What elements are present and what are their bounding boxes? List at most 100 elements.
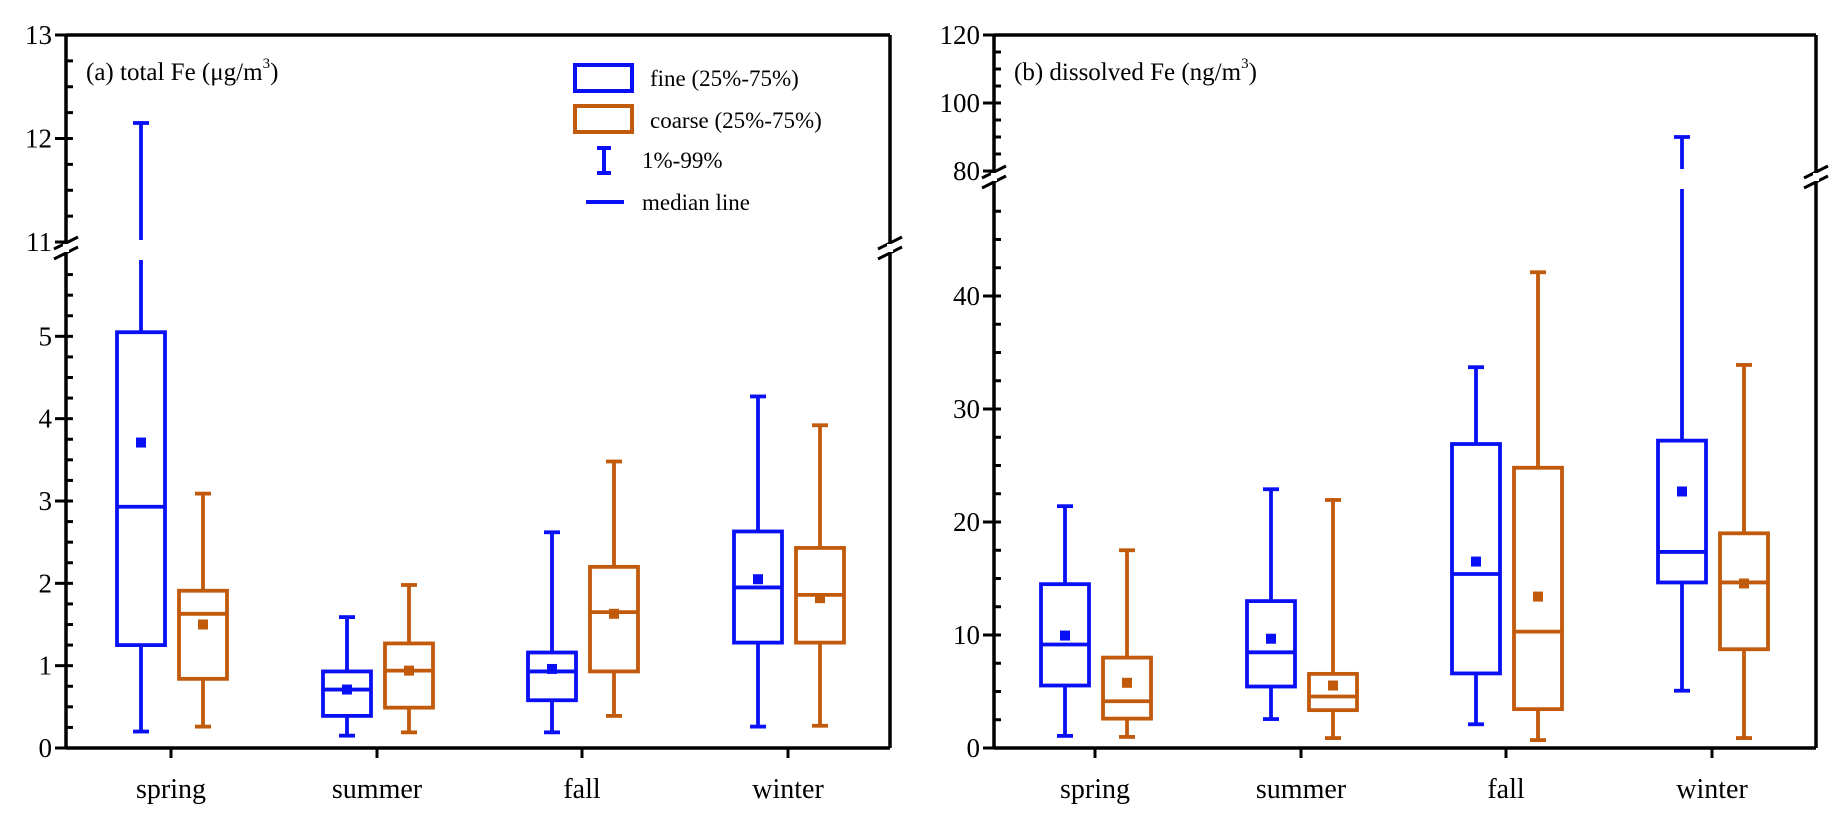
axis-break-mark [877, 245, 903, 261]
x-tick-label-spring: spring [1060, 774, 1130, 805]
y-tick-label: 3 [39, 486, 53, 516]
box-coarse-spring [1101, 548, 1153, 739]
y-tick-label: 100 [940, 88, 981, 118]
mean-marker [1677, 486, 1687, 497]
axis-break-gap [887, 244, 893, 252]
legend-coarse-swatch [573, 104, 634, 134]
legend-whisker-icon [597, 146, 611, 175]
panel-title-superscript: 3 [1241, 56, 1249, 72]
panel-title: (a) total Fe (μg/m3) [86, 56, 278, 86]
x-tick-label-spring: spring [136, 774, 206, 805]
y-tick-label: 120 [940, 20, 981, 50]
box-coarse-summer [383, 583, 435, 735]
box-coarse-winter [794, 423, 846, 728]
mean-marker [404, 665, 414, 676]
box-fine-fall [1450, 365, 1502, 727]
x-tick-label-fall: fall [1487, 774, 1525, 805]
box-fine-winter [1656, 135, 1708, 693]
y-tick-label: 11 [26, 227, 52, 257]
y-tick-label: 1 [39, 651, 53, 681]
axis-break-mark [877, 235, 903, 251]
box-coarse-fall [588, 459, 640, 718]
iqr-box [526, 650, 578, 703]
y-tick-label: 40 [953, 281, 980, 311]
axis-break-gap [991, 173, 997, 181]
mean-marker [136, 437, 146, 448]
y-tick-label: 0 [967, 733, 981, 763]
iqr-box [1307, 671, 1359, 713]
panel-title-text: (b) dissolved Fe (ng/m [1014, 59, 1242, 86]
axis-break-mark [1803, 164, 1829, 180]
axis-break-gap [1813, 173, 1819, 181]
mean-marker [198, 619, 208, 630]
mean-marker [1471, 556, 1481, 567]
iqr-box [383, 641, 435, 710]
axis-break-mark [53, 245, 79, 261]
y-ticks [55, 33, 73, 750]
legend-fine-swatch [573, 63, 634, 93]
legend-whisker-label: 1%-99% [642, 148, 722, 173]
y-tick-label: 2 [39, 568, 53, 598]
panel-title-text: (a) total Fe (μg/m [86, 59, 263, 86]
mean-marker [547, 663, 557, 674]
plot-frame [981, 33, 1829, 750]
box-fine-spring [115, 121, 167, 734]
box-coarse-summer [1307, 498, 1359, 740]
mean-marker [1122, 677, 1132, 688]
mean-marker [1328, 680, 1338, 691]
x-tick-label-summer: summer [1256, 774, 1347, 805]
box-fine-fall [526, 530, 578, 735]
iqr-box [1656, 438, 1708, 585]
iqr-box [177, 588, 229, 681]
iqr-box [1101, 655, 1153, 721]
box-coarse-fall [1512, 270, 1564, 742]
box-fine-spring [1039, 504, 1091, 738]
x-tick-label-summer: summer [332, 774, 423, 805]
box-coarse-spring [177, 491, 229, 729]
legend-median-label: median line [642, 190, 750, 215]
x-tick-label-winter: winter [752, 774, 824, 805]
legend: fine (25%-75%) coarse (25%-75%) 1%-99% m… [573, 63, 822, 215]
mean-marker [1739, 578, 1749, 589]
mean-marker [342, 684, 352, 695]
panel-title-close: ) [1249, 59, 1257, 86]
iqr-box [115, 330, 167, 647]
legend-fine-label: fine (25%-75%) [650, 66, 799, 91]
panel-title-close: ) [270, 59, 278, 86]
y-tick-label: 5 [39, 321, 53, 351]
legend-coarse-label: coarse (25%-75%) [650, 108, 822, 133]
axis-break-gap [63, 244, 69, 252]
mean-marker [1266, 633, 1276, 644]
mean-marker [1533, 591, 1543, 602]
mean-marker [1060, 630, 1070, 641]
x-tick-label-winter: winter [1676, 774, 1748, 805]
axis-break-mark [981, 174, 1007, 190]
panel-title-superscript: 3 [263, 56, 271, 72]
mean-marker [609, 608, 619, 619]
box-fine-summer [321, 615, 373, 738]
mean-marker [753, 574, 763, 585]
box-coarse-winter [1718, 363, 1770, 740]
box-fine-winter [732, 394, 784, 729]
y-tick-label: 10 [953, 620, 980, 650]
panel-title: (b) dissolved Fe (ng/m3) [1014, 56, 1257, 86]
mean-marker [815, 593, 825, 604]
y-tick-label: 12 [25, 124, 52, 154]
y-tick-label: 0 [39, 733, 53, 763]
iqr-box [1718, 531, 1770, 652]
y-tick-label: 20 [953, 507, 980, 537]
panel-b: 0 10 20 30 40 80 100 120 spring summer fall winter (… [940, 20, 1829, 805]
y-tick-label: 4 [39, 404, 53, 434]
y-tick-label: 30 [953, 394, 980, 424]
box-fine-summer [1245, 487, 1297, 721]
axis-break-mark [1803, 174, 1829, 190]
y-ticks [983, 33, 1001, 750]
iqr-box [1512, 465, 1564, 712]
iqr-box [588, 564, 640, 674]
iqr-box [1245, 599, 1297, 689]
y-tick-label: 13 [25, 20, 52, 50]
y-tick-label: 80 [953, 156, 980, 186]
x-tick-label-fall: fall [563, 774, 601, 805]
